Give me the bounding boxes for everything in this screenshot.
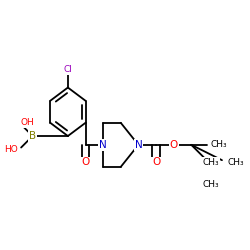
Text: OH: OH bbox=[20, 118, 34, 127]
Text: N: N bbox=[134, 140, 142, 150]
Text: HO: HO bbox=[4, 145, 18, 154]
Text: CH₃: CH₃ bbox=[210, 140, 227, 149]
Text: CH₃: CH₃ bbox=[228, 158, 244, 167]
Text: CH₃: CH₃ bbox=[203, 158, 220, 167]
Text: Cl: Cl bbox=[64, 66, 72, 74]
Text: CH₃: CH₃ bbox=[203, 180, 220, 189]
Text: O: O bbox=[82, 158, 90, 168]
Text: N: N bbox=[99, 140, 107, 150]
Text: O: O bbox=[152, 158, 160, 168]
Text: O: O bbox=[170, 140, 178, 150]
Text: B: B bbox=[29, 131, 36, 141]
